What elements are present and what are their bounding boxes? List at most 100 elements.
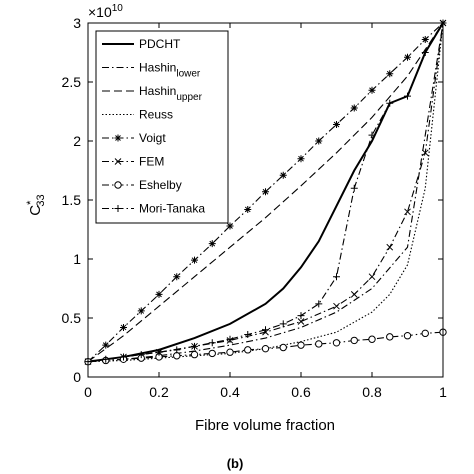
marker [279, 320, 287, 328]
caption: (b) [227, 456, 244, 471]
y-tick-label: 1.5 [62, 192, 82, 208]
marker [120, 353, 127, 361]
marker [403, 332, 412, 340]
legend-marker [114, 158, 122, 165]
x-tick-label: 1 [439, 384, 447, 400]
marker [368, 273, 376, 281]
y-tick-label: 3 [73, 15, 81, 31]
marker [102, 355, 110, 363]
y-multiplier-exp: 10 [112, 3, 124, 14]
legend-label: Hashinupper [139, 84, 203, 103]
marker [421, 49, 429, 56]
marker [368, 131, 376, 139]
y-tick-label: 0.5 [62, 310, 82, 326]
x-tick-label: 0 [84, 384, 92, 400]
marker [226, 222, 234, 230]
x-tick-label: 0.4 [220, 384, 240, 400]
series-line [87, 22, 444, 363]
legend-marker [114, 134, 122, 142]
legend-name: Eshelby [139, 178, 182, 192]
marker [244, 205, 252, 213]
series-line [87, 22, 444, 363]
legend-name: PDCHT [139, 37, 181, 51]
legend-name-sub: lower [176, 69, 201, 80]
marker [350, 336, 358, 345]
marker [297, 341, 305, 349]
marker [190, 350, 199, 359]
legend-name: Hashin [139, 61, 176, 75]
y-tick-label: 2 [73, 133, 81, 149]
marker [315, 137, 323, 145]
y-multiplier-base: ×10 [88, 4, 112, 20]
marker [155, 348, 163, 356]
marker [120, 323, 127, 331]
marker [315, 300, 323, 308]
marker [386, 70, 394, 78]
legend-label: FEM [139, 155, 164, 169]
marker [350, 104, 358, 112]
marker [297, 155, 305, 163]
marker [155, 290, 163, 298]
y-axis-label: C*33 [25, 194, 47, 215]
y-axis-label-sup: * [25, 200, 37, 205]
marker [262, 188, 269, 196]
marker [333, 120, 340, 128]
legend-name: Reuss [139, 108, 173, 122]
legend-name-sub: upper [176, 92, 202, 103]
marker [191, 342, 198, 350]
marker [350, 291, 358, 298]
y-tick-label: 2.5 [62, 74, 82, 90]
legend-name: Mori-Tanaka [139, 202, 205, 216]
legend-marker [114, 181, 122, 189]
marker [262, 326, 269, 334]
y-tick-label: 1 [73, 251, 81, 267]
marker [191, 256, 198, 264]
marker [404, 53, 411, 61]
legend-label: Eshelby [139, 178, 182, 192]
marker [297, 312, 305, 320]
legend-name: FEM [139, 155, 164, 169]
y-multiplier: ×1010 [88, 3, 123, 20]
marker [386, 333, 394, 341]
legend-box [95, 30, 229, 224]
marker [226, 348, 234, 356]
marker [244, 346, 252, 354]
marker [404, 92, 411, 100]
x-axis-label: Fibre volume fraction [195, 417, 335, 434]
legend-label: Reuss [139, 108, 173, 122]
marker [315, 340, 323, 348]
marker [386, 243, 394, 251]
x-tick-label: 0.2 [149, 384, 169, 400]
legend-name: Voigt [139, 131, 166, 145]
marker [386, 99, 394, 107]
legend-name: Hashin [139, 84, 176, 98]
marker [404, 208, 411, 216]
marker [279, 343, 287, 352]
marker [244, 331, 252, 339]
legend-marker [114, 205, 122, 212]
marker [332, 339, 341, 347]
y-axis-label-base: C [27, 205, 44, 216]
legend-label: PDCHT [139, 37, 181, 51]
marker [333, 273, 340, 281]
marker [102, 341, 110, 349]
marker [279, 171, 287, 179]
marker [421, 149, 429, 157]
marker [368, 86, 376, 94]
marker [173, 273, 181, 281]
marker [333, 302, 340, 310]
series-line [87, 22, 444, 363]
marker [137, 307, 145, 315]
marker [421, 329, 429, 338]
y-tick-label: 0 [73, 369, 81, 385]
marker [421, 36, 429, 44]
plot-frame [87, 22, 444, 378]
marker [208, 349, 216, 358]
marker [173, 346, 181, 354]
marker [261, 344, 270, 353]
marker [297, 318, 305, 325]
legend-label: Mori-Tanaka [139, 202, 205, 216]
x-tick-label: 0.8 [362, 384, 382, 400]
y-axis-label-sub: 33 [35, 194, 47, 206]
